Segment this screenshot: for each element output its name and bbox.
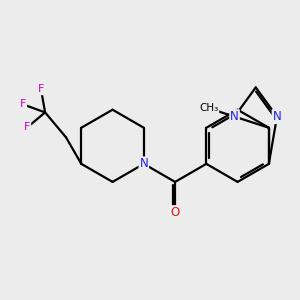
Text: F: F	[24, 122, 30, 133]
Text: CH₃: CH₃	[199, 103, 218, 113]
Text: N: N	[140, 158, 148, 170]
Text: N: N	[273, 110, 281, 123]
Text: N: N	[230, 110, 239, 123]
Text: F: F	[38, 84, 44, 94]
Text: F: F	[20, 99, 26, 110]
Text: O: O	[170, 206, 180, 219]
